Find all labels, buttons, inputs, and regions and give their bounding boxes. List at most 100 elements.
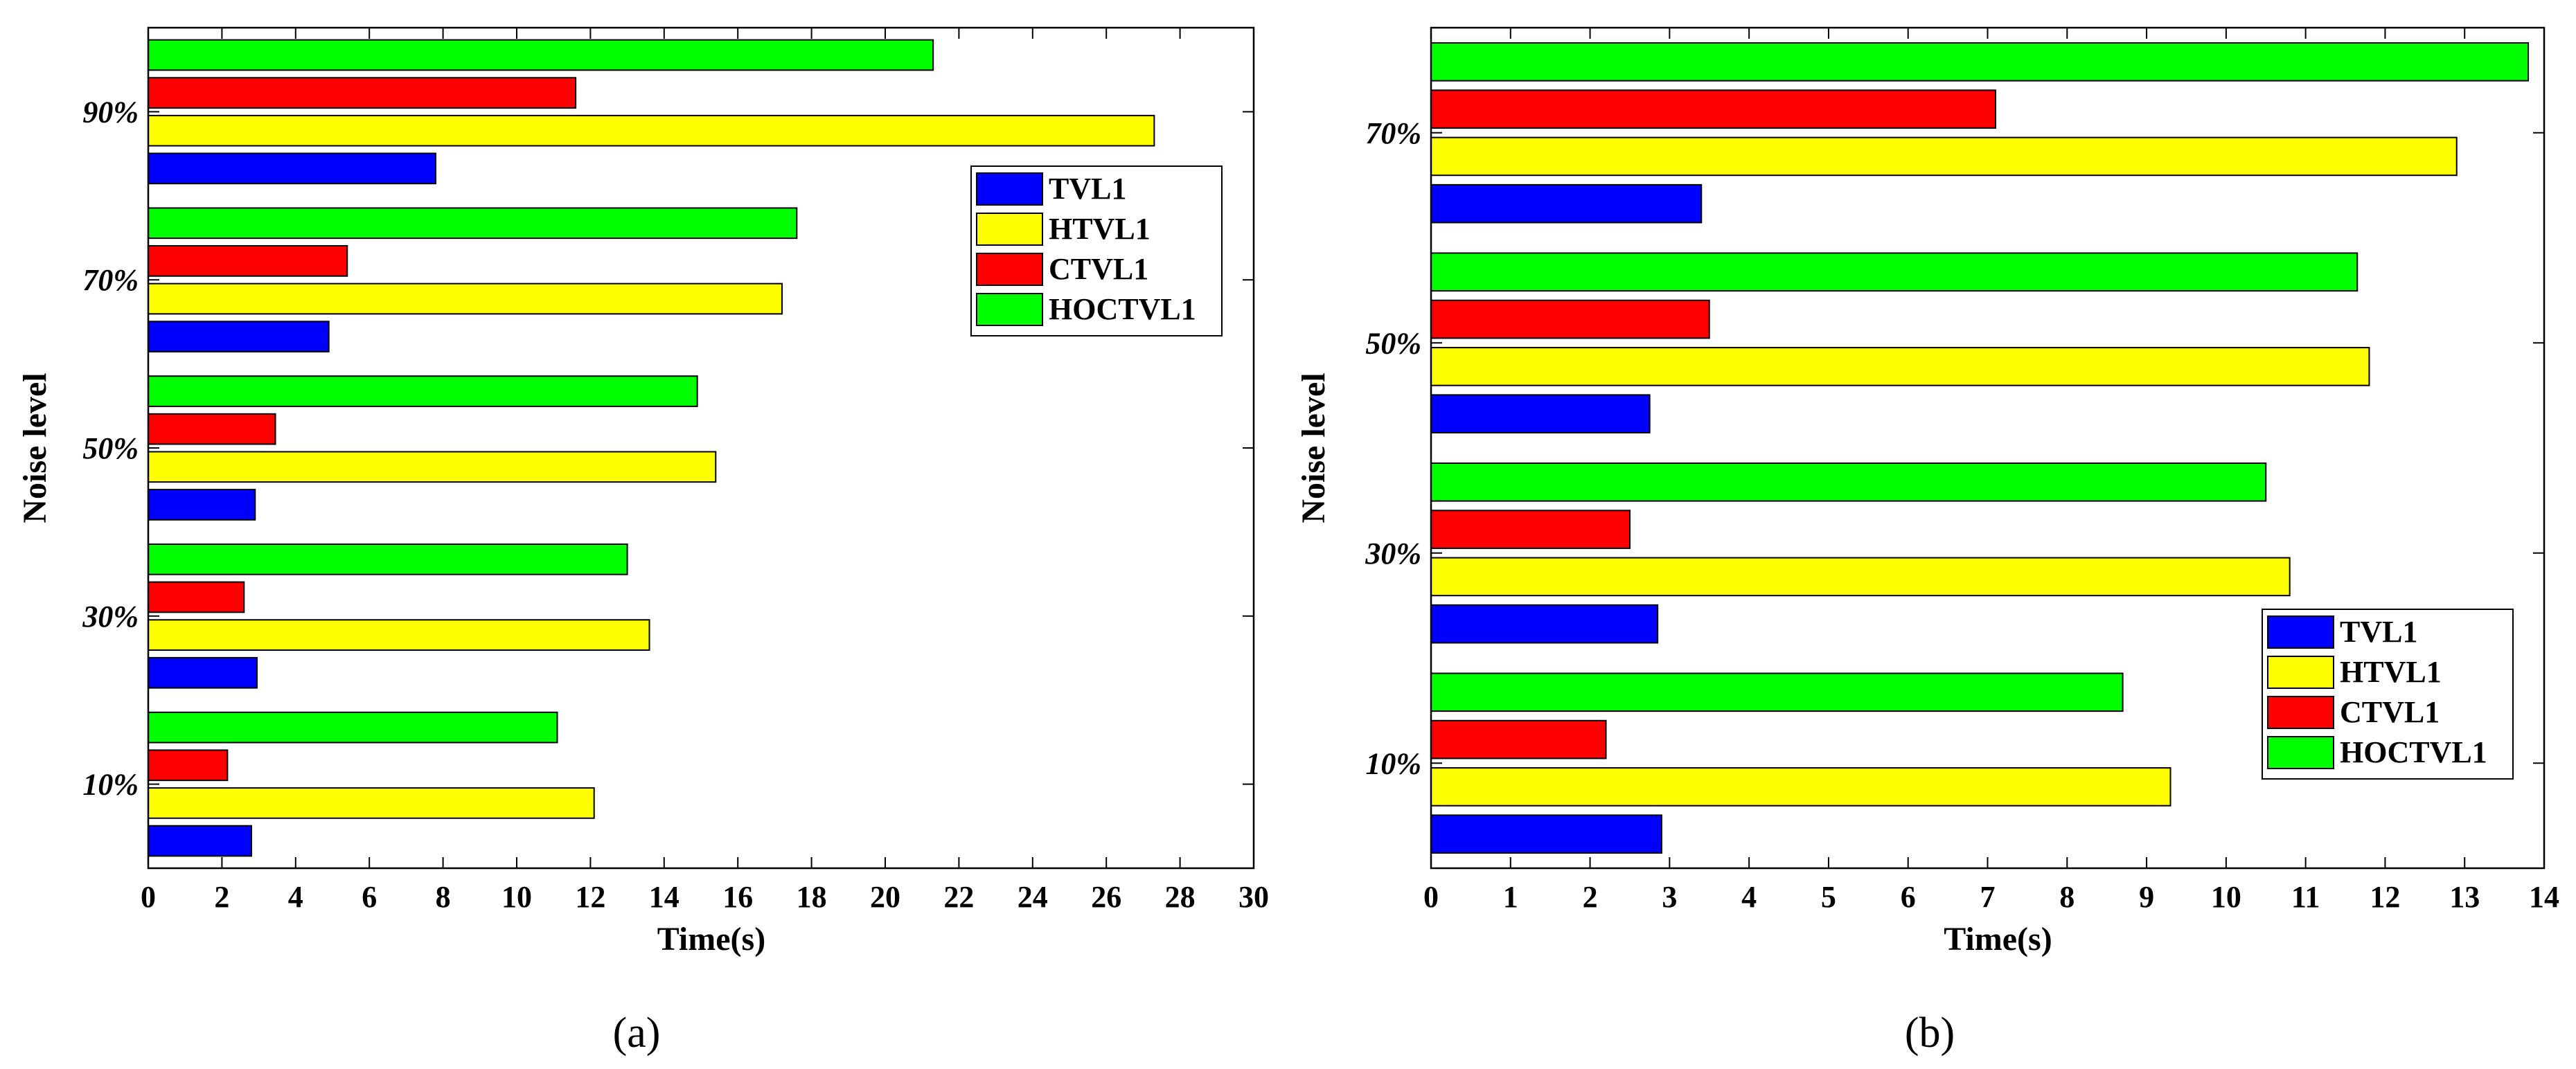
bar-tvl1-70pct [148,321,330,352]
bar-tvl1-50pct [1430,394,1651,433]
bar-htvl1-10pct [148,787,595,819]
x-tick-label: 14 [649,880,679,914]
bar-htvl1-30pct [1430,557,2291,597]
legend-swatch-ctvl1 [2267,696,2334,729]
bar-tvl1-70pct [1430,183,1703,224]
x-tick-label: 0 [141,880,156,914]
plot-frame [147,26,1255,870]
y-tick-label: 10% [82,768,139,802]
legend-swatch-ctvl1 [976,253,1043,286]
x-tick-label: 24 [1018,880,1048,914]
x-tick-label: 7 [1980,880,1996,914]
x-tick-label: 4 [1741,880,1757,914]
legend-label-ctvl1: CTVL1 [1049,252,1148,286]
chart-panel-b: 10%30%50%70%0 1 2 3 4 5 6 7 8 9 10 11 12 13 14Time(s)N… [1295,26,2559,1057]
legend-label-htvl1: HTVL1 [1049,212,1151,246]
x-tick-label: 2 [1583,880,1598,914]
x-tick-label: 10 [501,880,532,914]
x-tick-label: 0 [1423,880,1439,914]
legend-swatch-htvl1 [2267,656,2334,689]
legend-swatch-tvl1 [2267,616,2334,649]
x-tick-label: 28 [1165,880,1196,914]
bar-htvl1-30pct [148,619,650,651]
x-tick-label: 2 [214,880,229,914]
bar-ctvl1-50pct [148,413,276,445]
x-tick-label: 18 [797,880,827,914]
x-tick-label: 5 [1821,880,1836,914]
x-tick-label: 3 [1662,880,1677,914]
x-tick-label: 1 [1503,880,1518,914]
bar-ctvl1-70pct [1430,89,1996,129]
legend-label-tvl1: TVL1 [1049,172,1126,206]
y-tick-label: 50% [1365,326,1421,360]
y-axis-label: Noise level [17,372,53,523]
x-tick-label: 9 [2139,880,2154,914]
x-tick-label: 20 [870,880,900,914]
y-tick-label: 50% [82,431,139,465]
y-tick-label: 70% [1365,116,1421,150]
legend-swatch-tvl1 [976,172,1043,206]
x-tick-label: 13 [2449,880,2480,914]
bar-tvl1-30pct [1430,604,1659,644]
bar-ctvl1-30pct [148,581,245,613]
x-tick-label: 16 [722,880,753,914]
bar-hoctvl1-50pct [1430,252,2359,292]
bar-htvl1-70pct [1430,136,2458,177]
bar-hoctvl1-70pct [1430,42,2530,82]
bar-ctvl1-90pct [148,77,577,109]
bar-hoctvl1-10pct [148,711,558,744]
legend-label-ctvl1: CTVL1 [2340,695,2440,729]
y-tick-label: 70% [82,263,139,297]
legend-swatch-htvl1 [976,213,1043,246]
legend: TVL1 HTVL1 CTVL1 HOCTVL1 [970,165,1223,336]
x-tick-label: 6 [1901,880,1916,914]
legend: TVL1 HTVL1 CTVL1 HOCTVL1 [2262,609,2514,780]
x-tick-label: 6 [362,880,377,914]
legend-label-tvl1: TVL1 [2340,615,2417,649]
bar-hoctvl1-50pct [148,375,698,407]
bar-htvl1-50pct [148,451,717,483]
bar-hoctvl1-30pct [1430,462,2267,502]
x-tick-label: 26 [1091,880,1121,914]
x-tick-label: 8 [2059,880,2075,914]
x-tick-label: 10 [2211,880,2241,914]
bar-ctvl1-10pct [148,749,229,782]
y-tick-label: 30% [1365,537,1421,571]
bar-ctvl1-30pct [1430,510,1631,549]
x-tick-label: 12 [2370,880,2400,914]
chart-panel-a: 10%30%50%70%90%0 2 4 6 8 10 12 14 16 18 20 22 24 26 28… [17,26,1269,1057]
bar-tvl1-30pct [148,656,258,689]
bar-hoctvl1-90pct [148,39,934,71]
x-tick-label: 14 [2529,880,2559,914]
legend-label-hoctvl1: HOCTVL1 [2340,735,2487,769]
bar-tvl1-10pct [148,825,252,857]
bar-hoctvl1-10pct [1430,672,2124,712]
x-tick-label: 12 [575,880,605,914]
panel-label: (a) [613,1009,661,1057]
bar-htvl1-50pct [1430,347,2370,386]
x-axis-label: Time(s) [657,921,765,958]
x-tick-label: 11 [2291,880,2320,914]
bar-hoctvl1-30pct [148,544,628,575]
bar-ctvl1-10pct [1430,719,1607,760]
bar-ctvl1-50pct [1430,299,1710,339]
x-tick-label: 22 [943,880,974,914]
bar-tvl1-50pct [148,489,256,521]
y-axis-label: Noise level [1295,372,1332,523]
bar-htvl1-10pct [1430,767,2171,807]
panel-label: (b) [1905,1009,1955,1057]
y-tick-label: 90% [82,95,139,129]
y-tick-label: 10% [1365,746,1421,780]
x-tick-label: 30 [1238,880,1269,914]
legend-label-htvl1: HTVL1 [2340,655,2442,689]
bar-tvl1-90pct [148,152,436,185]
bar-htvl1-70pct [148,282,783,315]
x-axis-label: Time(s) [1944,921,2052,958]
bar-hoctvl1-70pct [148,207,798,240]
bar-tvl1-10pct [1430,814,1662,854]
bar-htvl1-90pct [148,114,1155,147]
x-tick-label: 4 [288,880,303,914]
legend-swatch-hoctvl1 [976,293,1043,326]
x-tick-label: 8 [436,880,451,914]
